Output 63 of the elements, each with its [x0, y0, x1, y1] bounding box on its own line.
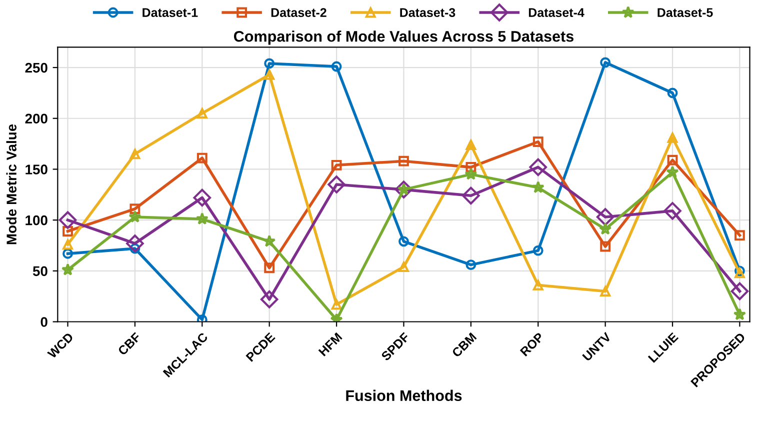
point	[398, 262, 409, 272]
legend-label: Dataset-5	[658, 8, 713, 17]
point	[58, 211, 77, 229]
point	[730, 282, 749, 300]
point	[62, 226, 73, 236]
point	[666, 166, 679, 178]
x-axis-title: Fusion Methods	[346, 390, 462, 402]
point	[464, 168, 478, 180]
legend-label: Dataset-2	[271, 8, 326, 17]
point	[62, 239, 73, 250]
point	[331, 160, 342, 170]
point	[466, 260, 476, 270]
point	[61, 263, 74, 276]
point	[667, 154, 678, 166]
y-tick-label: 0	[40, 317, 48, 327]
point	[532, 136, 544, 147]
point	[398, 236, 409, 247]
point	[734, 230, 745, 241]
point	[667, 132, 678, 143]
point	[264, 262, 275, 274]
point	[331, 299, 342, 310]
point	[264, 58, 275, 69]
point	[328, 176, 346, 194]
point	[398, 156, 409, 166]
point	[62, 248, 73, 259]
point	[532, 180, 544, 194]
y-axis-title: Mode Metric Value	[6, 124, 16, 244]
chart-title: Comparison of Mode Values Across 5 Datasets	[234, 30, 574, 45]
legend-label: Dataset-4	[528, 8, 584, 17]
point	[598, 222, 612, 235]
point	[462, 186, 480, 205]
y-tick-label: 50	[32, 266, 48, 276]
point	[260, 290, 278, 308]
point	[667, 88, 678, 98]
point	[196, 212, 208, 225]
point	[532, 245, 544, 256]
point	[130, 148, 140, 160]
point	[600, 57, 611, 68]
point	[130, 204, 140, 214]
point	[529, 158, 548, 176]
legend-label: Dataset-3	[400, 8, 456, 18]
point	[532, 280, 544, 290]
point	[596, 208, 614, 226]
point	[128, 210, 142, 223]
point	[331, 61, 342, 72]
legend-label: Dataset-1	[142, 8, 198, 17]
y-tick-label: 100	[26, 215, 48, 226]
point	[394, 180, 413, 198]
point	[264, 69, 275, 80]
point	[733, 308, 746, 320]
y-tick-label: 200	[25, 114, 48, 124]
point	[196, 108, 208, 118]
point	[263, 234, 276, 247]
point	[196, 152, 208, 164]
point	[600, 241, 611, 252]
point	[193, 188, 212, 207]
point	[600, 286, 611, 296]
point	[466, 140, 476, 150]
y-tick-label: 250	[25, 62, 48, 73]
point	[126, 234, 144, 252]
y-tick-label: 150	[26, 164, 48, 174]
point	[664, 202, 682, 220]
point	[466, 162, 476, 172]
